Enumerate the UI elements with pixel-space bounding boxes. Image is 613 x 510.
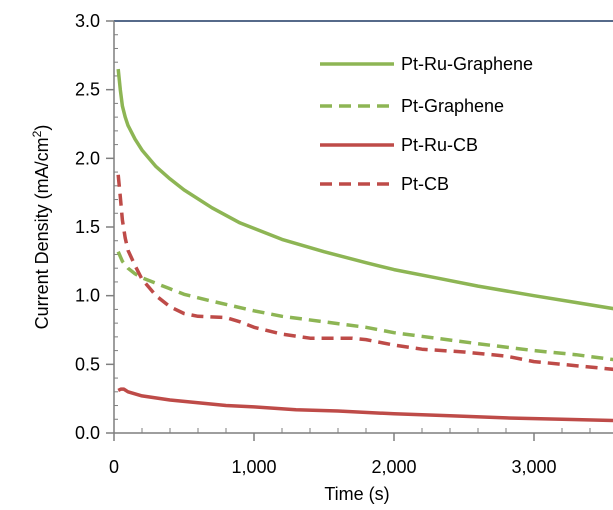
legend-label: Pt-Ru-CB <box>401 135 478 155</box>
y-tick-label: 2.5 <box>75 80 100 100</box>
y-tick-label: 0.0 <box>75 423 100 443</box>
legend-label: Pt-Graphene <box>401 96 504 116</box>
series-line-pt-cb <box>116 174 613 372</box>
x-axis-title: Time (s) <box>324 484 389 504</box>
y-tick-label: 0.5 <box>75 354 100 374</box>
series-line-pt-graphene <box>116 250 613 362</box>
x-tick-label: 1,000 <box>231 457 276 477</box>
series-line-pt-ru-cb <box>117 387 613 423</box>
y-axis-title: Current Density (mA/cm2) <box>30 125 52 330</box>
y-tick-label: 1.0 <box>75 286 100 306</box>
legend-label: Pt-Ru-Graphene <box>401 54 533 74</box>
x-tick-label: 3,000 <box>511 457 556 477</box>
x-tick-label: 0 <box>109 457 119 477</box>
x-tick-label: 2,000 <box>371 457 416 477</box>
legend-label: Pt-CB <box>401 174 449 194</box>
axes <box>106 20 613 441</box>
y-tick-label: 1.5 <box>75 217 100 237</box>
y-tick-label: 2.0 <box>75 148 100 168</box>
series-line-pt-ru-graphene <box>116 68 613 311</box>
y-tick-label: 3.0 <box>75 11 100 31</box>
legend: Pt-Ru-Graphene Pt-Graphene Pt-Ru-CB Pt-CB <box>320 54 533 194</box>
plot-area <box>116 68 613 423</box>
tick-labels: 0.0 0.5 1.0 1.5 2.0 2.5 3.0 0 1,000 2,000 3,000 <box>75 11 557 477</box>
